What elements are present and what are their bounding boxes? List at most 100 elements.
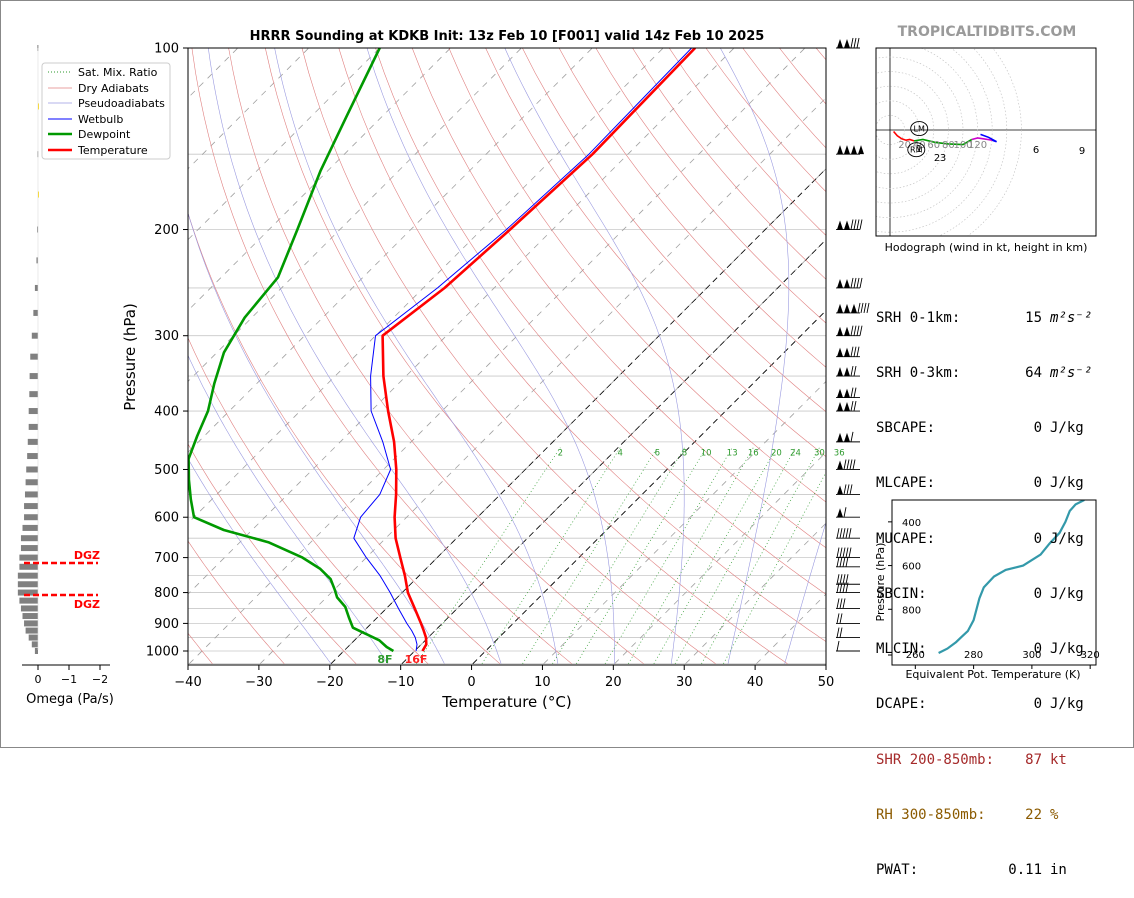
index-unit: kt xyxy=(1050,751,1067,769)
omega-bar xyxy=(18,573,38,579)
index-label: RH 300-850mb: xyxy=(876,806,1010,824)
pressure-tick-label: 800 xyxy=(154,586,179,601)
omega-bar xyxy=(21,545,38,551)
barb-feather xyxy=(840,557,842,567)
omega-bar xyxy=(18,581,38,587)
wind-barb xyxy=(836,484,860,494)
barb-feather xyxy=(867,303,869,313)
omega-tick-label: 0 xyxy=(35,673,42,686)
surface-dewpoint-label: 8F xyxy=(377,653,392,666)
barb-flag xyxy=(851,304,857,313)
barb-feather xyxy=(837,528,839,538)
barb-feather xyxy=(864,303,866,313)
index-unit: J/kg xyxy=(1050,640,1084,658)
mixing-ratio-line xyxy=(723,448,839,664)
barb-flag xyxy=(851,145,857,154)
wind-barb xyxy=(836,366,860,376)
index-unit: J/kg xyxy=(1050,530,1084,548)
index-unit: % xyxy=(1050,806,1058,824)
index-value: 0 xyxy=(994,419,1042,437)
omega-bar xyxy=(27,453,38,459)
barb-flag xyxy=(844,389,850,398)
wind-barb xyxy=(836,38,860,48)
hodograph-ring-label: 120 xyxy=(968,140,987,151)
index-row: SRH 0-1km: 15 m²s⁻² xyxy=(876,309,1126,327)
barb-feather xyxy=(851,326,853,336)
index-value: 0 xyxy=(994,474,1042,492)
barb-feather xyxy=(847,484,849,494)
pressure-tick-label: 300 xyxy=(154,329,179,344)
barb-flag xyxy=(837,367,843,376)
index-value: 0 xyxy=(994,530,1042,548)
barb-feather xyxy=(851,432,853,442)
barb-flag xyxy=(837,304,843,313)
watermark-text: TROPICALTIDBITS.COM xyxy=(898,24,1077,40)
omega-bar xyxy=(35,285,38,291)
omega-bar xyxy=(29,635,38,641)
omega-bar xyxy=(29,408,38,414)
index-row: SHR 200-850mb: 87 kt xyxy=(876,751,1126,769)
barb-flag xyxy=(837,508,843,517)
barb-feather xyxy=(851,401,853,411)
barb-feather xyxy=(837,598,839,608)
temperature-tick-label: −30 xyxy=(245,675,272,690)
omega-bar xyxy=(24,620,38,626)
omega-bar xyxy=(30,373,38,379)
omega-bar xyxy=(23,525,39,531)
mixing-ratio-label: 36 xyxy=(834,449,845,459)
index-row: MUCAPE: 0 J/kg xyxy=(876,530,1126,548)
wind-barbs xyxy=(836,38,869,651)
isotherm-line xyxy=(189,48,805,664)
wind-barb xyxy=(836,628,860,638)
barb-feather xyxy=(857,347,859,357)
barb-flag xyxy=(837,348,843,357)
barb-flag xyxy=(837,433,843,442)
barb-feather xyxy=(854,326,856,336)
omega-bar xyxy=(19,555,38,561)
barb-flag xyxy=(837,145,843,154)
chart-title: HRRR Sounding at KDKB Init: 13z Feb 10 [… xyxy=(250,29,765,44)
barb-flag xyxy=(844,367,850,376)
barb-feather xyxy=(854,388,856,398)
barb-feather xyxy=(861,303,863,313)
wind-barb xyxy=(836,507,860,517)
omega-bar xyxy=(24,503,38,509)
wind-barb xyxy=(836,326,862,336)
barb-feather xyxy=(860,220,862,230)
index-row: SBCIN: 0 J/kg xyxy=(876,585,1126,603)
barb-flag xyxy=(844,221,850,230)
index-label: MUCAPE: xyxy=(876,530,994,548)
barb-feather xyxy=(857,326,859,336)
index-label: SHR 200-850mb: xyxy=(876,751,1010,769)
barb-feather xyxy=(837,548,839,558)
mixing-ratio-label: 8 xyxy=(682,449,687,459)
index-row: DCAPE: 0 J/kg xyxy=(876,695,1126,713)
pseudoadiabat xyxy=(505,48,684,664)
barb-feather xyxy=(843,548,845,558)
skewt-legend: Sat. Mix. Ratio Dry Adiabats Pseudoadiab… xyxy=(42,63,170,159)
temperature-tick-label: 20 xyxy=(605,675,622,690)
pressure-tick-label: 600 xyxy=(154,511,179,526)
omega-bar xyxy=(19,564,38,570)
barb-flag xyxy=(844,348,850,357)
omega-tick-label: −2 xyxy=(92,673,108,686)
barb-flag xyxy=(844,145,850,154)
barb-feather xyxy=(851,38,853,48)
pressure-tick-label: 500 xyxy=(154,463,179,478)
mixing-ratio-label: 24 xyxy=(790,449,801,459)
barb-feather xyxy=(840,528,842,538)
barb-feather xyxy=(849,528,851,538)
barb-feather xyxy=(840,613,842,623)
wind-barb xyxy=(836,303,869,313)
mixing-ratio-label: 20 xyxy=(771,449,782,459)
index-unit: m²s⁻² xyxy=(1050,364,1092,382)
wind-barb xyxy=(836,388,860,398)
barb-flag xyxy=(837,279,843,288)
legend-temperature-label: Temperature xyxy=(77,144,148,157)
index-unit: J/kg xyxy=(1050,419,1084,437)
dry-adiabat xyxy=(302,48,788,664)
barb-feather xyxy=(851,278,853,288)
temperature-tick-label: 50 xyxy=(818,675,835,690)
barb-feather xyxy=(851,366,853,376)
